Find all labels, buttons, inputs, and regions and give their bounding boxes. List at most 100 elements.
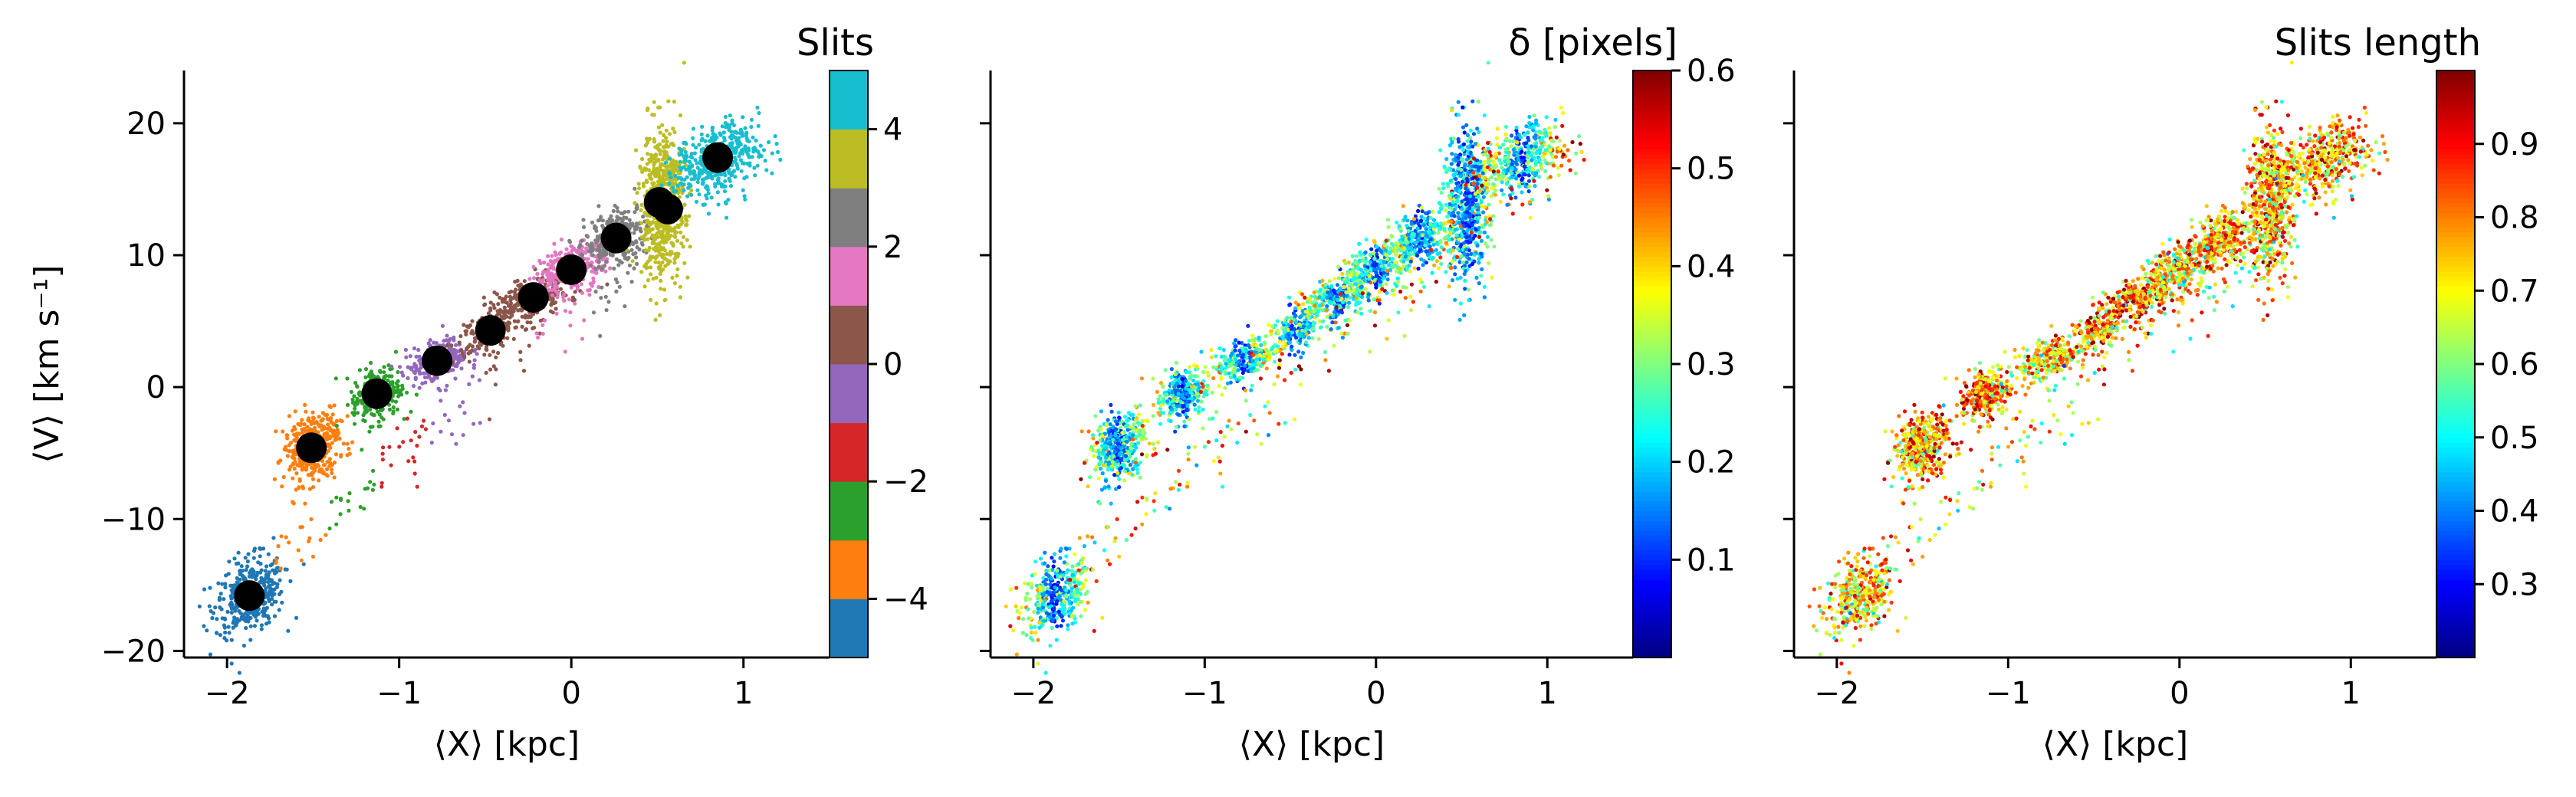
scatter-point [422, 418, 426, 423]
scatter-point [242, 615, 246, 619]
scatter-point [330, 441, 334, 445]
scatter-point [563, 349, 567, 354]
scatter-point [1046, 564, 1050, 569]
scatter-point [484, 370, 488, 376]
scatter-point [662, 287, 667, 292]
scatter-point [352, 421, 357, 426]
scatter-point [255, 573, 259, 578]
scatter-point [1014, 585, 1019, 590]
scatter-point [412, 346, 417, 351]
scatter-point [267, 570, 271, 575]
scatter-point [345, 441, 350, 446]
scatter-point [700, 124, 705, 129]
scatter-point [1163, 393, 1168, 398]
scatter-point [346, 499, 350, 503]
y-axis-label: ⟨V⟩ [km s⁻¹] [28, 265, 67, 464]
scatter-point [749, 125, 754, 130]
scatter-point [683, 159, 688, 163]
scatter-point [585, 235, 590, 239]
scatter-point [208, 585, 212, 590]
scatter-point [382, 370, 386, 375]
scatter-point [741, 188, 745, 192]
scatter-point [518, 358, 523, 362]
scatter-point [666, 99, 671, 103]
scatter-point [664, 150, 669, 156]
scatter-point [1183, 379, 1188, 383]
scatter-point [633, 148, 639, 153]
scatter-point [1070, 569, 1074, 573]
scatter-point [222, 616, 227, 621]
scatter-point [1131, 433, 1135, 438]
scatter-point [706, 212, 711, 216]
panel-delta: −2 −1 0 1⟨X⟩ [kpc]0.10.20.30.40.50.6δ [pixe… [980, 21, 1736, 764]
scatter-point [678, 148, 684, 153]
scatter-point [667, 132, 672, 136]
scatter-point [582, 318, 586, 323]
scatter-point [229, 596, 234, 601]
scatter-point [414, 365, 419, 369]
scatter-point [223, 630, 228, 635]
scatter-point [1117, 415, 1122, 420]
slit-center-marker [361, 378, 393, 409]
scatter-point [736, 144, 741, 149]
scatter-point [579, 252, 583, 257]
scatter-point [641, 215, 646, 219]
scatter-point [632, 231, 636, 235]
scatter-point [749, 117, 754, 122]
scatter-point [734, 157, 738, 162]
scatter-point [1199, 399, 1204, 404]
scatter-point [578, 243, 583, 248]
scatter-point [350, 397, 355, 402]
scatter-point [220, 582, 225, 586]
scatter-point [329, 500, 334, 504]
scatter-point [1113, 419, 1119, 424]
scatter-point [1036, 596, 1040, 601]
scatter-point [266, 579, 271, 585]
scatter-point [1112, 450, 1118, 454]
scatter-point [1010, 628, 1016, 633]
scatter-point [1083, 578, 1088, 582]
scatter-point [534, 331, 539, 336]
scatter-point [281, 429, 285, 434]
scatter-point [390, 398, 395, 403]
scatter-point [347, 447, 351, 451]
scatter-point [682, 202, 687, 207]
scatter-point [541, 261, 547, 265]
scatter-point [776, 149, 780, 154]
scatter-point [519, 308, 524, 313]
scatter-point [567, 240, 573, 244]
scatter-point [1182, 419, 1187, 424]
scatter-point [1176, 392, 1181, 396]
scatter-point [629, 280, 634, 284]
scatter-point [339, 497, 343, 503]
scatter-point [432, 340, 436, 345]
scatter-point [640, 156, 645, 162]
scatter-point [666, 144, 671, 149]
scatter-point [1081, 566, 1086, 570]
scatter-point [358, 505, 363, 510]
scatter-point [512, 295, 517, 300]
scatter-point [248, 624, 253, 628]
scatter-point [741, 115, 745, 120]
scatter-point [264, 614, 268, 618]
scatter-point [1043, 599, 1047, 603]
scatter-point [317, 415, 321, 419]
scatter-point [633, 251, 638, 255]
scatter-point [505, 336, 510, 340]
scatter-point [262, 583, 267, 588]
scatter-point [442, 412, 447, 418]
scatter-point [242, 643, 246, 648]
scatter-point [302, 422, 307, 427]
scatter-point [292, 438, 297, 443]
scatter-point [317, 478, 321, 483]
scatter-point [1151, 441, 1155, 446]
scatter-point [1195, 394, 1200, 398]
scatter-point [472, 339, 477, 344]
scatter-point [669, 234, 673, 238]
scatter-point [672, 225, 677, 230]
scatter-point [286, 628, 291, 633]
scatter-point [642, 211, 647, 215]
scatter-point [1214, 409, 1219, 414]
scatter-point [289, 441, 294, 445]
scatter-point [558, 250, 564, 254]
